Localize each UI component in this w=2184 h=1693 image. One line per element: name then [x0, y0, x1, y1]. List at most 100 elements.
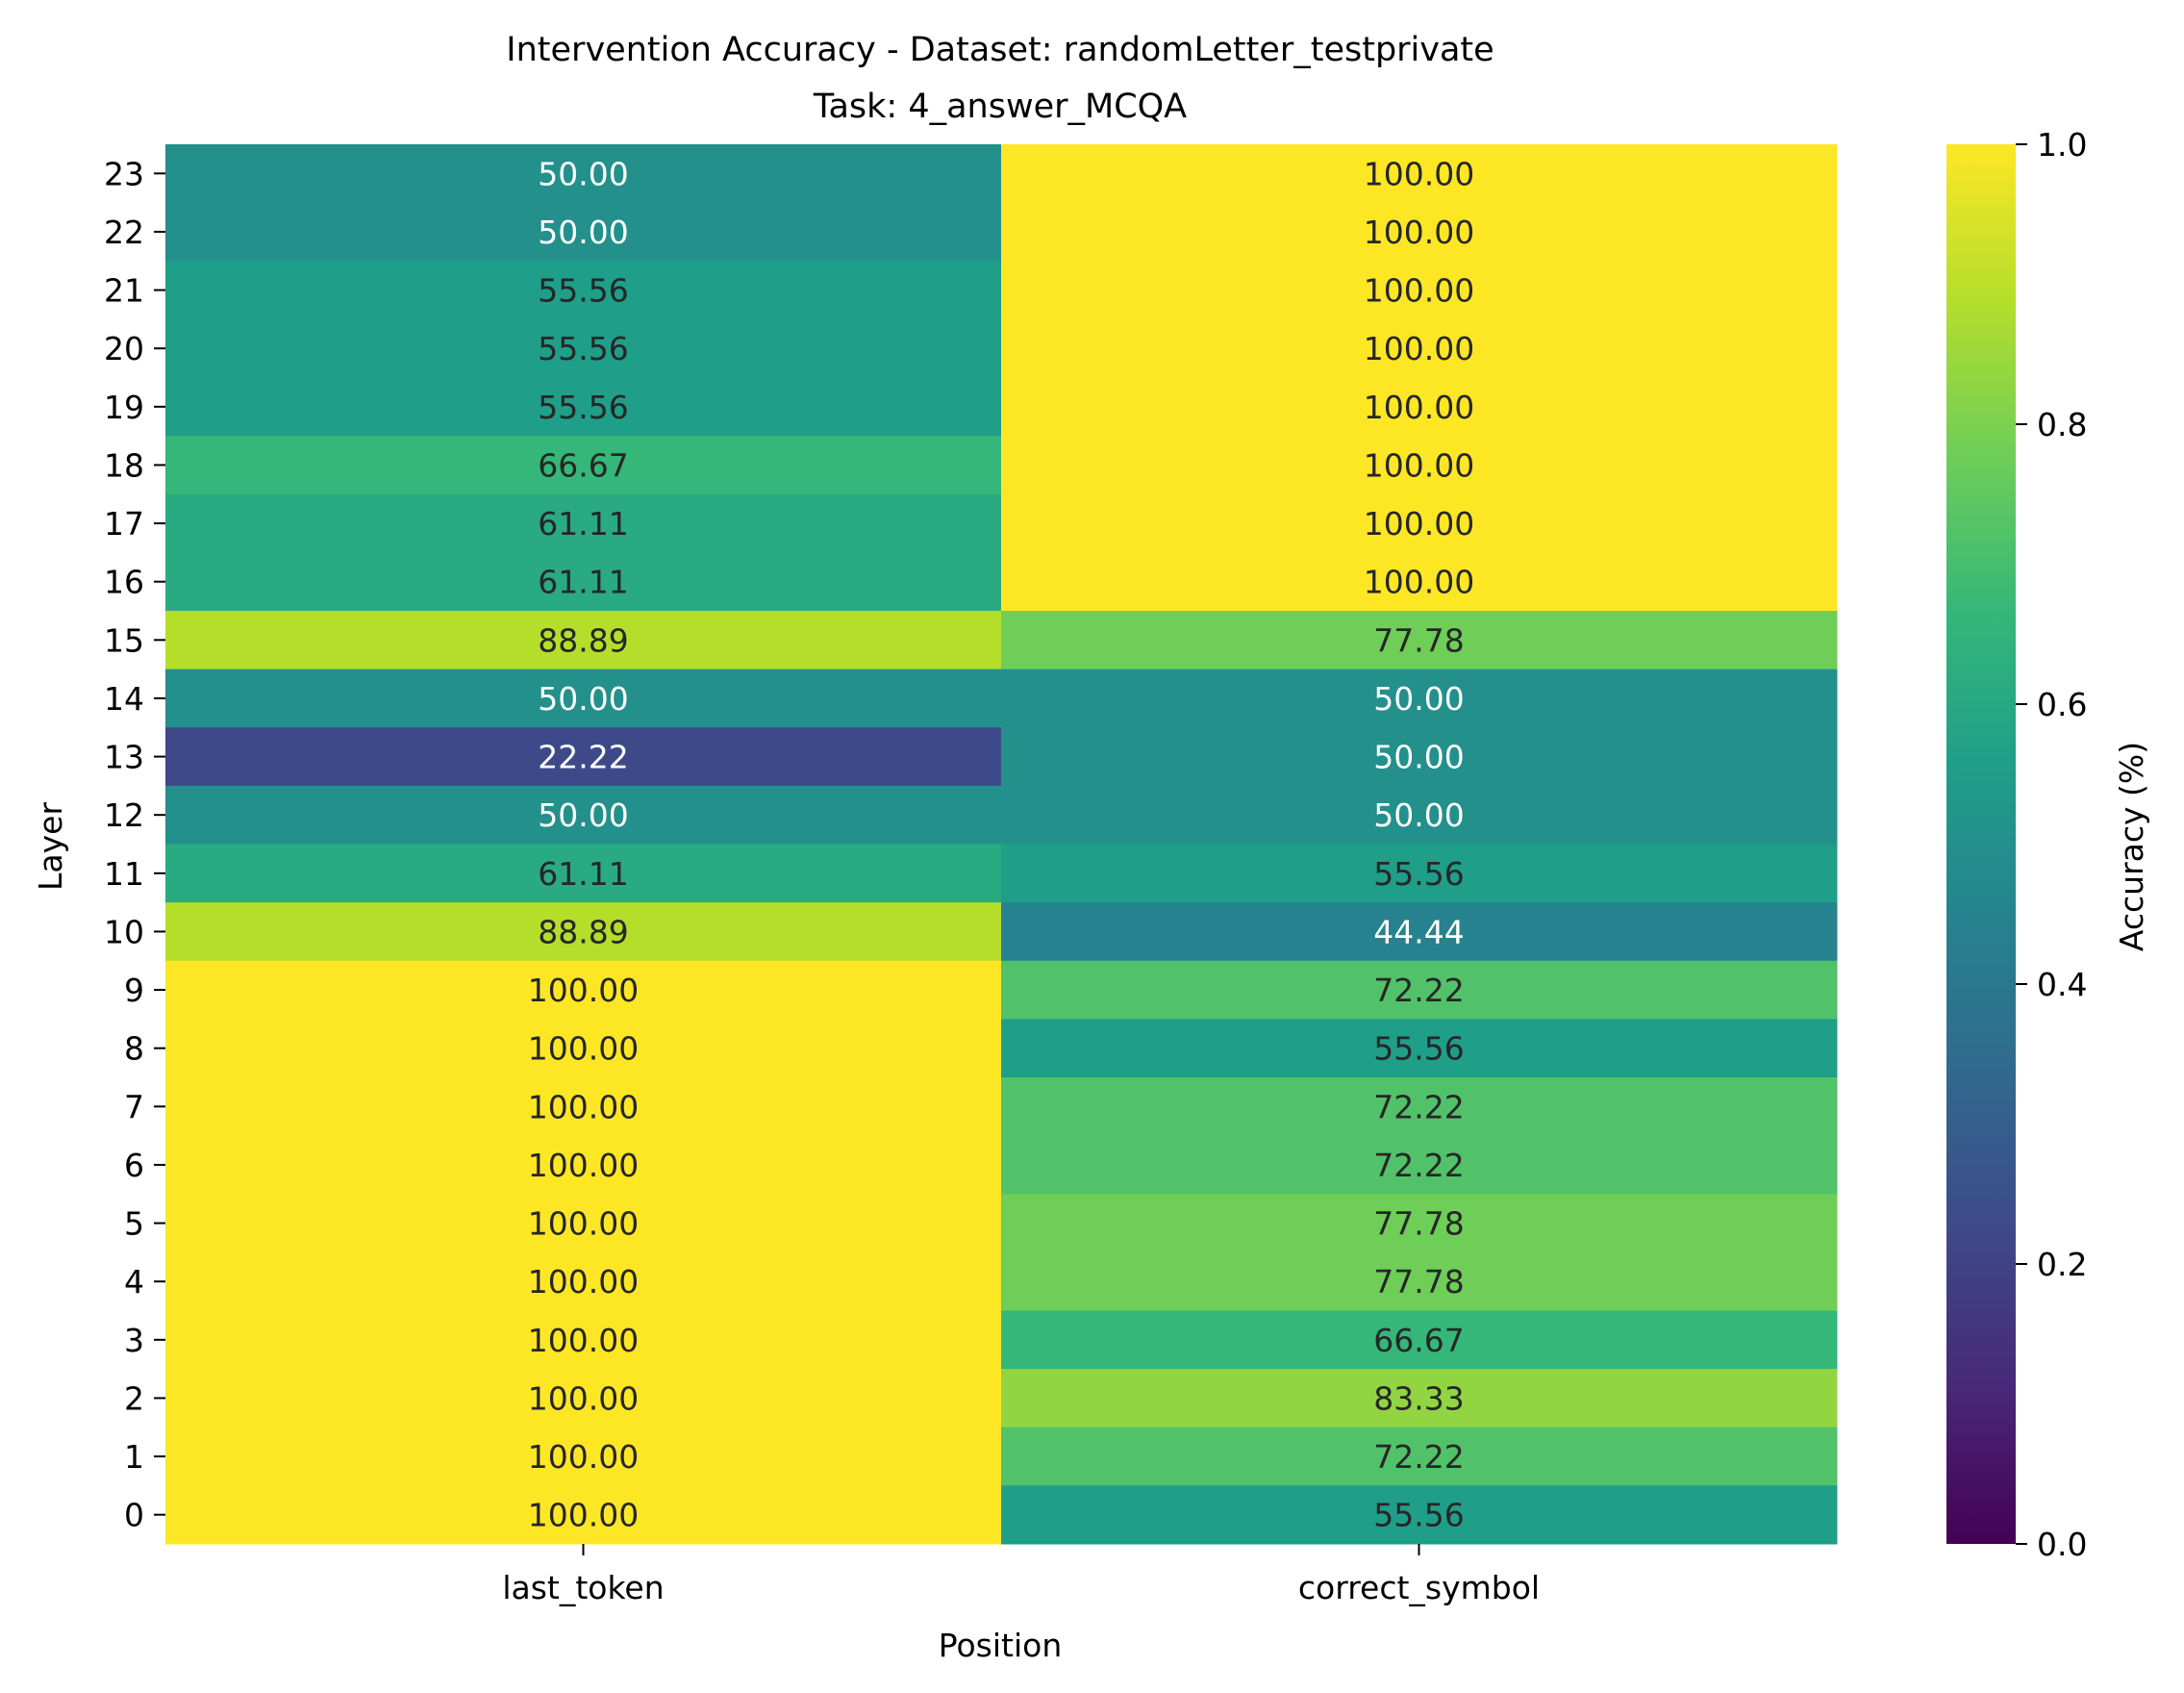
- colorbar-label: Accuracy (%): [2113, 742, 2150, 951]
- cell-value-label: 77.78: [1373, 1205, 1464, 1243]
- y-tick-label: 10: [104, 913, 144, 950]
- y-tick-label: 23: [104, 155, 144, 192]
- cell-value-label: 100.00: [528, 1322, 639, 1359]
- x-tick-label: correct_symbol: [1298, 1569, 1540, 1606]
- cell-value-label: 100.00: [528, 1263, 639, 1301]
- heatmap-cell: [1001, 902, 1838, 962]
- cell-value-label: 100.00: [528, 1147, 639, 1184]
- x-tick-label: last_token: [502, 1569, 664, 1606]
- cell-value-label: 55.56: [1373, 1030, 1464, 1068]
- cell-value-label: 100.00: [1364, 155, 1474, 192]
- heatmap-cell: [165, 785, 1002, 845]
- colorbar-tick-label: 0.0: [2037, 1526, 2087, 1563]
- heatmap-cell: [1001, 1427, 1838, 1486]
- colorbar-tick-label: 0.8: [2037, 406, 2087, 443]
- cell-value-label: 100.00: [528, 1088, 639, 1125]
- cell-value-label: 66.67: [538, 446, 628, 484]
- heatmap-cell: [165, 261, 1002, 320]
- heatmap-cell: [1001, 1310, 1838, 1370]
- cell-value-label: 61.11: [538, 855, 628, 893]
- cell-value-label: 50.00: [538, 214, 628, 251]
- heatmap-cell: [165, 1251, 1002, 1311]
- cell-value-label: 55.56: [1373, 1497, 1464, 1534]
- heatmap-cell: [1001, 552, 1838, 612]
- heatmap-cell: [1001, 436, 1838, 495]
- heatmap-cell: [165, 436, 1002, 495]
- heatmap-cell: [165, 318, 1002, 378]
- y-tick-label: 14: [104, 680, 144, 718]
- y-tick-label: 18: [104, 446, 144, 484]
- cell-value-label: 100.00: [528, 1379, 639, 1417]
- y-tick-label: 4: [124, 1263, 144, 1301]
- y-tick-label: 5: [124, 1205, 144, 1243]
- cell-value-label: 77.78: [1373, 621, 1464, 659]
- cell-value-label: 83.33: [1373, 1379, 1464, 1417]
- heatmap-cell: [165, 1077, 1002, 1137]
- heatmap-cell: [1001, 727, 1838, 787]
- heatmap-cell: [165, 1485, 1002, 1545]
- colorbar-tick-label: 0.2: [2037, 1246, 2087, 1283]
- cell-value-label: 55.56: [538, 272, 628, 310]
- heatmap-cell: [165, 669, 1002, 728]
- heatmap-cell: [1001, 493, 1838, 553]
- y-tick-label: 1: [124, 1438, 144, 1476]
- heatmap-cell: [165, 1369, 1002, 1428]
- cell-value-label: 72.22: [1373, 1088, 1464, 1125]
- y-tick-label: 11: [104, 855, 144, 893]
- heatmap-cell: [165, 552, 1002, 612]
- cell-value-label: 50.00: [1373, 680, 1464, 718]
- x-axis-label: Position: [939, 1627, 1063, 1664]
- y-tick-label: 8: [124, 1030, 144, 1068]
- cell-value-label: 72.22: [1373, 972, 1464, 1009]
- heatmap-cell: [165, 611, 1002, 670]
- y-tick-label: 7: [124, 1088, 144, 1125]
- cell-value-label: 50.00: [1373, 796, 1464, 834]
- heatmap-cell: [165, 1019, 1002, 1078]
- heatmap-cell: [165, 1427, 1002, 1486]
- y-axis-label: Layer: [32, 802, 69, 891]
- x-axis: last_token correct_symbol: [502, 1544, 1540, 1606]
- cell-value-label: 100.00: [1364, 214, 1474, 251]
- cell-value-label: 88.89: [538, 913, 628, 950]
- heatmap-cell: [165, 144, 1002, 204]
- cell-value-label: 61.11: [538, 505, 628, 543]
- y-tick-label: 12: [104, 796, 144, 834]
- y-tick-label: 6: [124, 1147, 144, 1184]
- heatmap-cell: [1001, 1194, 1838, 1253]
- heatmap-cells: 50.00 100.00 50.00 100.00 55.56 100.00 55.56 10…: [165, 144, 1838, 1545]
- cell-value-label: 22.22: [538, 739, 628, 776]
- heatmap-cell: [165, 1135, 1002, 1195]
- cell-value-label: 100.00: [1364, 272, 1474, 310]
- cell-value-label: 100.00: [1364, 505, 1474, 543]
- cell-value-label: 100.00: [528, 972, 639, 1009]
- cell-value-label: 55.56: [1373, 855, 1464, 893]
- y-tick-label: 0: [124, 1497, 144, 1534]
- heatmap-cell: [1001, 318, 1838, 378]
- cell-value-label: 100.00: [528, 1438, 639, 1476]
- heatmap-cell: [165, 844, 1002, 903]
- heatmap-cell: [1001, 1019, 1838, 1078]
- cell-value-label: 100.00: [528, 1497, 639, 1534]
- y-tick-label: 9: [124, 972, 144, 1009]
- heatmap-cell: [1001, 202, 1838, 262]
- heatmap-cell: [165, 960, 1002, 1020]
- heatmap-cell: [165, 493, 1002, 553]
- cell-value-label: 72.22: [1373, 1438, 1464, 1476]
- cell-value-label: 61.11: [538, 564, 628, 601]
- y-tick-label: 2: [124, 1379, 144, 1417]
- y-tick-label: 19: [104, 389, 144, 426]
- cell-value-label: 50.00: [538, 155, 628, 192]
- y-tick-label: 17: [104, 505, 144, 543]
- heatmap-cell: [165, 377, 1002, 437]
- y-tick-label: 20: [104, 330, 144, 367]
- cell-value-label: 50.00: [538, 680, 628, 718]
- heatmap-cell: [1001, 960, 1838, 1020]
- cell-value-label: 50.00: [538, 796, 628, 834]
- y-tick-label: 22: [104, 214, 144, 251]
- cell-value-label: 55.56: [538, 389, 628, 426]
- cell-value-label: 50.00: [1373, 739, 1464, 776]
- cell-value-label: 100.00: [1364, 564, 1474, 601]
- heatmap-cell: [1001, 1077, 1838, 1137]
